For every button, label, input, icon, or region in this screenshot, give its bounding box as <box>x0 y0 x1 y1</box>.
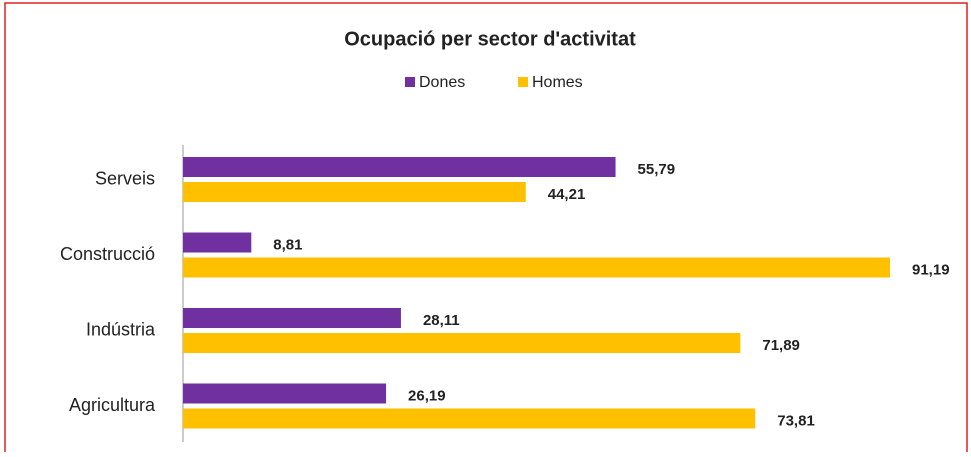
category-label: Serveis <box>95 168 155 188</box>
legend-swatch <box>405 77 415 87</box>
category-label: Agricultura <box>69 395 156 415</box>
chart-title: Ocupació per sector d'activitat <box>344 28 636 50</box>
value-label: 73,81 <box>777 412 815 429</box>
bar <box>183 308 401 328</box>
category-label: Indústria <box>86 319 156 339</box>
frame <box>4 2 968 457</box>
value-label: 71,89 <box>762 337 800 354</box>
bar <box>183 232 252 253</box>
bar <box>183 383 387 404</box>
bar <box>183 182 526 202</box>
bar <box>183 157 616 177</box>
legend-label: Homes <box>532 74 583 91</box>
value-label: 55,79 <box>638 161 676 178</box>
value-label: 91,19 <box>912 261 950 278</box>
category-label: Construcció <box>60 244 155 264</box>
value-label: 26,19 <box>408 387 446 404</box>
bar <box>183 333 741 353</box>
bar <box>183 408 756 429</box>
legend-label: Dones <box>419 74 465 91</box>
legend-swatch <box>518 77 528 87</box>
value-label: 8,81 <box>273 236 302 253</box>
value-label: 28,11 <box>423 312 460 329</box>
bar <box>183 257 890 278</box>
value-label: 44,21 <box>548 186 586 203</box>
